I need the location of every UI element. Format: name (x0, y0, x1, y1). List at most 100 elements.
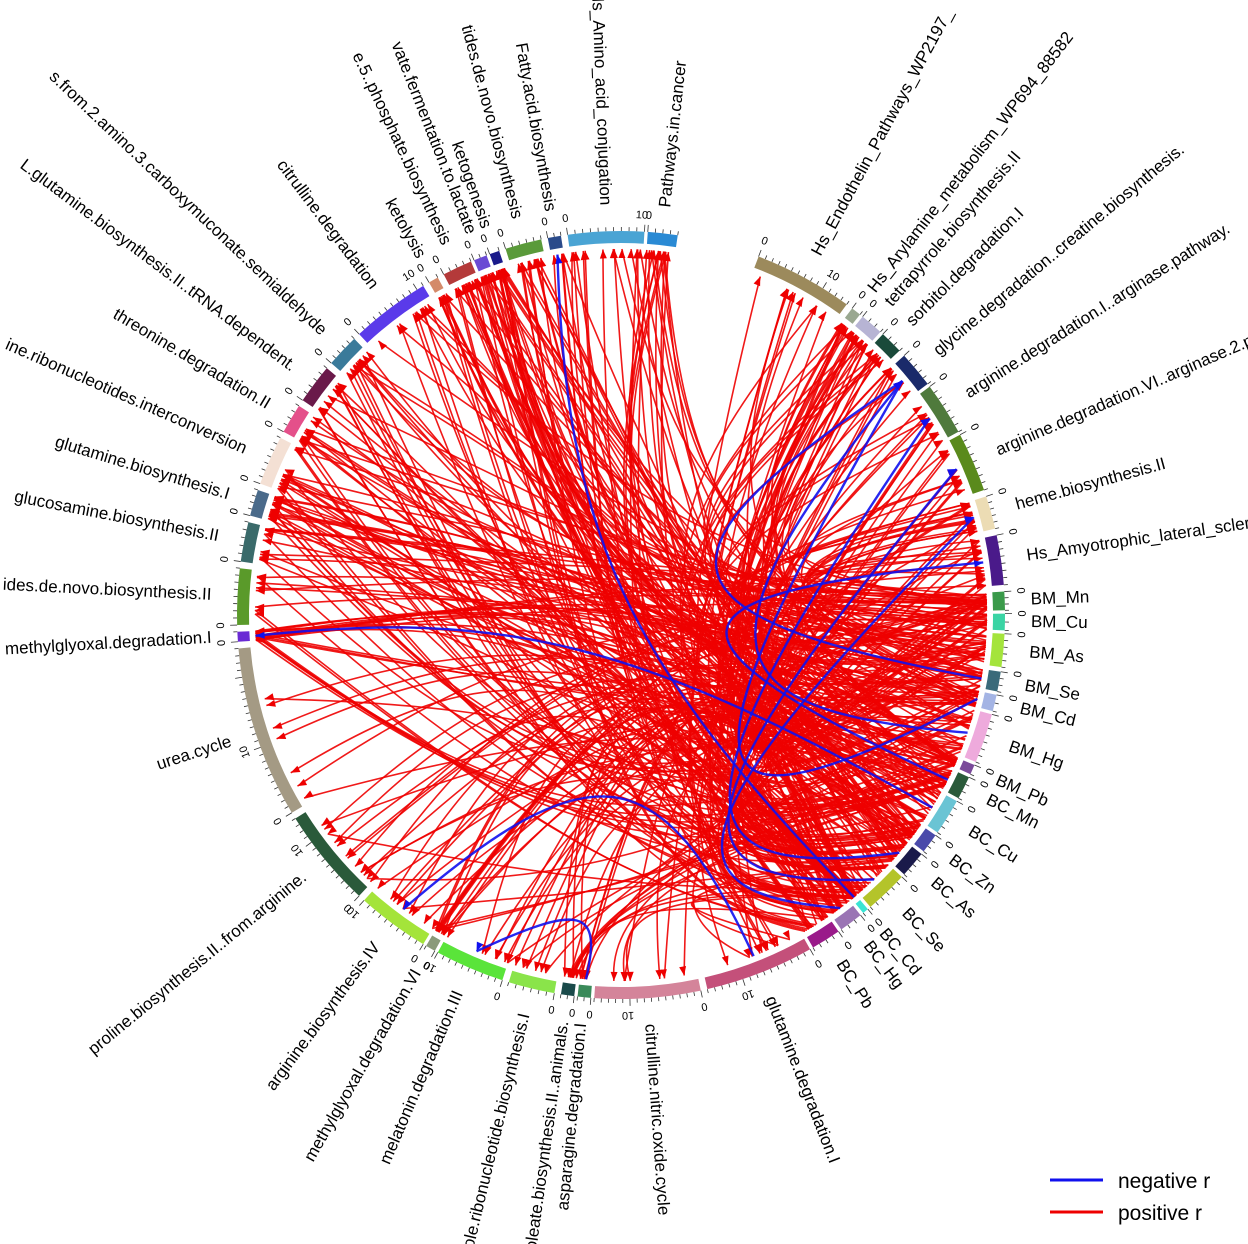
tick-mark (974, 764, 982, 769)
chord-arrowhead (580, 250, 588, 261)
tick-mark (247, 719, 252, 722)
chord-arrowhead (323, 401, 334, 410)
sector-arc-6 (920, 386, 959, 438)
chord-arrowhead (496, 949, 503, 960)
tick-mark (756, 974, 759, 979)
tick-mark (487, 975, 490, 980)
chord-positive (495, 672, 957, 960)
tick-mark (968, 776, 976, 781)
chord-positive (446, 627, 985, 938)
sector-arc-51 (646, 231, 678, 248)
tick-mark (239, 544, 244, 547)
tick-mark (402, 294, 406, 298)
chord-positive (377, 340, 984, 672)
tick-mark (270, 448, 275, 451)
tick-mark (847, 924, 851, 929)
sector-arc-35 (237, 631, 250, 642)
tick-mark (975, 761, 980, 764)
chord-arrowhead (627, 249, 635, 259)
sector-label-12: BM_As (1028, 642, 1084, 666)
tick-mark (908, 358, 913, 362)
sector-arc-47 (489, 250, 503, 266)
sector-arc-21 (862, 868, 902, 907)
tick-mark (350, 890, 355, 895)
chord-positive (365, 351, 986, 664)
sector-label-8: heme.biosynthesis.II (1013, 454, 1167, 514)
sector-arc-31 (426, 935, 441, 951)
tick-mark (259, 753, 264, 756)
chord-positive (506, 694, 917, 964)
chord-positive (396, 646, 977, 906)
chord-positive (355, 362, 850, 902)
tick-mark (958, 797, 963, 801)
tick-mark (434, 952, 439, 959)
tick-mark (997, 691, 1002, 693)
tick-mark (237, 552, 243, 555)
tick-mark (273, 441, 278, 445)
tick-mark (998, 684, 1003, 687)
tick-mark (840, 929, 844, 934)
chord-positive (260, 553, 987, 598)
tick-mark (559, 231, 562, 236)
chord-arrowhead (366, 869, 376, 879)
tick-mark (677, 231, 679, 236)
sector-arc-43 (359, 285, 430, 343)
tick-mark (990, 507, 995, 510)
tick-mark (474, 970, 477, 975)
tick-label: 10 (422, 958, 438, 974)
tick-mark (522, 986, 525, 991)
tick-mark (276, 435, 281, 439)
chord-arrowhead (755, 943, 763, 953)
tick-label: 0 (541, 216, 549, 229)
tick-label: 0 (1010, 670, 1023, 678)
tick-mark (888, 336, 892, 340)
tick-mark (589, 997, 592, 1005)
tick-mark (341, 345, 346, 349)
tick-mark (242, 698, 247, 700)
chord-negative (402, 795, 755, 957)
tick-mark (819, 943, 822, 948)
chord-arrowhead (853, 339, 863, 349)
chord-positive (295, 446, 951, 814)
tick-mark (395, 927, 399, 932)
chord-positive (775, 344, 957, 765)
chord-positive (540, 257, 988, 619)
chord-arrowhead (559, 253, 567, 264)
tick-label: 10 (237, 744, 252, 760)
chord-arrowhead (272, 503, 282, 511)
tick-mark (484, 251, 487, 256)
tick-mark (553, 232, 555, 237)
tick-mark (816, 280, 820, 285)
tick-label: 0 (313, 346, 326, 358)
tick-mark (514, 984, 517, 989)
tick-mark (471, 253, 475, 261)
tick-label: 0 (1014, 587, 1026, 594)
chord-arrowhead (362, 355, 372, 365)
chord-arrowhead (951, 480, 962, 487)
chord-arrowhead (432, 918, 440, 929)
tick-mark (325, 358, 332, 364)
tick-mark (242, 528, 247, 531)
tick-mark (546, 231, 549, 239)
tick-label: 0 (936, 371, 949, 383)
tick-mark (880, 897, 885, 901)
chord-arrowhead (864, 349, 874, 359)
tick-mark (965, 783, 970, 787)
chord-arrowhead (409, 904, 418, 914)
chord-positive (706, 788, 866, 948)
tick-mark (797, 270, 801, 275)
tick-mark (880, 328, 884, 333)
tick-mark (891, 887, 895, 891)
tick-label: 0 (867, 297, 879, 310)
chord-positive (467, 282, 987, 611)
tick-mark (537, 990, 540, 995)
chord-positive (709, 367, 892, 907)
tick-mark (243, 705, 248, 708)
tick-mark (511, 242, 513, 247)
tick-mark (261, 468, 266, 471)
tick-label: 0 (942, 839, 955, 851)
tick-mark (308, 384, 313, 388)
tick-mark (239, 684, 244, 686)
chord-arrowhead (335, 386, 345, 395)
sector-label-18: BC_Cu (965, 822, 1022, 867)
